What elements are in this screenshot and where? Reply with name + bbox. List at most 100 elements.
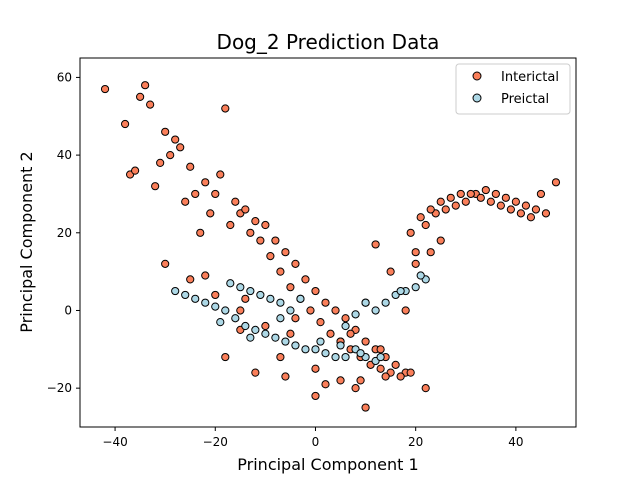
data-point-interictal	[201, 271, 210, 280]
data-point-interictal	[246, 228, 255, 237]
data-point-interictal	[151, 182, 160, 191]
data-point-interictal	[506, 205, 515, 214]
data-point-interictal	[536, 189, 546, 199]
data-point-interictal	[216, 170, 225, 179]
data-point-preictal	[416, 271, 425, 280]
data-point-interictal	[346, 329, 355, 338]
data-point-interictal	[416, 213, 425, 222]
data-point-preictal	[231, 314, 240, 323]
legend-box	[455, 63, 571, 115]
data-point-interictal	[291, 259, 300, 268]
data-point-interictal	[396, 372, 405, 381]
data-point-preictal	[291, 341, 300, 350]
data-point-interictal	[291, 314, 300, 323]
data-point-interictal	[421, 220, 430, 230]
legend-marker-preictal	[472, 93, 482, 103]
data-point-preictal	[301, 345, 310, 354]
data-point-interictal	[531, 205, 541, 214]
data-point-interictal	[211, 189, 220, 199]
data-point-preictal	[281, 337, 290, 346]
data-point-interictal	[181, 197, 190, 206]
data-point-interictal	[311, 286, 320, 296]
data-point-preictal	[226, 279, 235, 288]
data-point-interictal	[311, 391, 320, 401]
data-point-interictal	[286, 329, 295, 338]
data-point-interictal	[276, 352, 285, 362]
data-point-preictal	[351, 310, 360, 319]
data-point-interictal	[286, 283, 295, 292]
data-points	[100, 81, 561, 412]
data-point-interictal	[426, 248, 435, 257]
x-axis: −40 −20 0 20 40	[102, 427, 524, 449]
data-point-interictal	[266, 251, 275, 261]
plot-frame	[79, 57, 577, 428]
x-tick-label: 0	[312, 435, 320, 449]
data-point-preictal	[191, 294, 200, 303]
x-axis-label: Principal Component 1	[237, 455, 418, 474]
data-point-preictal	[331, 352, 340, 362]
data-point-preictal	[216, 318, 225, 327]
data-point-interictal	[241, 294, 250, 303]
data-point-interictal	[311, 364, 320, 373]
data-point-interictal	[100, 84, 110, 94]
data-point-preictal	[276, 298, 285, 307]
data-point-interictal	[166, 151, 175, 160]
data-point-interictal	[426, 205, 435, 214]
data-point-preictal	[241, 321, 250, 331]
series-preictal	[171, 271, 430, 366]
x-tick-label: −40	[102, 435, 127, 449]
data-point-interictal	[321, 298, 330, 307]
data-point-interictal	[341, 314, 350, 323]
data-point-interictal	[481, 185, 490, 195]
data-point-preictal	[246, 333, 255, 342]
chart-title: Dog_2 Prediction Data	[217, 30, 440, 54]
data-point-interictal	[356, 376, 365, 385]
data-point-interictal	[226, 220, 235, 230]
data-point-interictal	[321, 380, 330, 389]
data-point-interictal	[476, 193, 485, 202]
data-point-interictal	[521, 201, 530, 210]
data-point-interictal	[236, 306, 245, 315]
data-point-interictal	[276, 267, 285, 276]
x-tick-label: 40	[508, 435, 523, 449]
data-point-preictal	[221, 306, 230, 315]
data-point-interictal	[361, 403, 370, 412]
y-axis-label: Principal Component 2	[17, 151, 36, 332]
data-point-preictal	[311, 345, 320, 354]
data-point-interictal	[456, 189, 465, 199]
data-point-interictal	[120, 119, 130, 129]
data-point-interictal	[326, 329, 335, 338]
data-point-preictal	[356, 349, 365, 358]
data-point-interictal	[451, 201, 460, 210]
x-tick-label: 20	[408, 435, 423, 449]
data-point-interictal	[511, 197, 520, 206]
data-point-interictal	[251, 217, 260, 226]
data-point-interictal	[301, 275, 310, 284]
data-point-preictal	[371, 306, 380, 315]
data-point-interictal	[201, 178, 210, 187]
data-point-interictal	[231, 197, 240, 206]
data-point-preictal	[361, 298, 370, 307]
data-point-preictal	[181, 290, 190, 300]
data-point-interictal	[261, 321, 270, 331]
data-point-interictal	[161, 259, 170, 268]
data-point-interictal	[436, 236, 445, 245]
data-point-interictal	[401, 306, 410, 315]
data-point-interictal	[421, 384, 430, 393]
data-point-preictal	[296, 294, 305, 303]
data-point-preictal	[236, 283, 245, 292]
data-point-interictal	[136, 92, 145, 101]
data-point-interictal	[411, 248, 420, 257]
data-point-interictal	[131, 166, 140, 175]
data-point-preictal	[286, 306, 295, 315]
data-point-interictal	[391, 360, 400, 369]
data-point-interictal	[241, 205, 250, 214]
data-point-preictal	[211, 302, 220, 311]
data-point-interictal	[516, 209, 525, 218]
data-point-interictal	[211, 290, 220, 300]
data-point-preictal	[336, 341, 345, 350]
data-point-preictal	[381, 298, 390, 307]
data-point-interictal	[501, 193, 510, 202]
data-point-interictal	[261, 220, 270, 230]
